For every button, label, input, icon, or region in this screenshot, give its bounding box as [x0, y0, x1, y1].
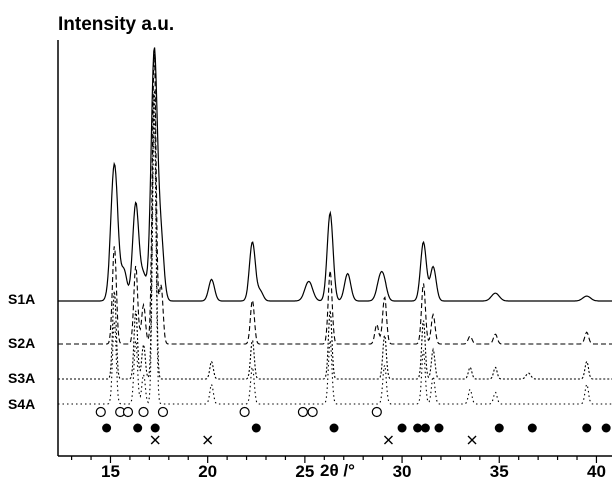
open-circle-marker	[371, 406, 382, 418]
series-label-s2a: S2A	[8, 335, 35, 351]
x-tick-label: 15	[101, 462, 120, 481]
cross-marker	[150, 435, 160, 445]
cross-marker	[203, 435, 213, 445]
filled-circle-marker	[582, 423, 592, 433]
cross-marker	[383, 435, 393, 445]
open-circle-marker	[138, 406, 149, 418]
filled-circle-marker	[413, 423, 423, 433]
filled-circle-marker	[397, 423, 407, 433]
phase-markers	[95, 406, 611, 445]
filled-circle-marker	[434, 423, 444, 433]
x-tick-label: 35	[490, 462, 509, 481]
open-circle-marker	[122, 406, 134, 418]
series-line-s2a	[58, 53, 612, 345]
series-line-s1a	[58, 47, 612, 302]
series-label-s3a: S3A	[8, 370, 35, 386]
filled-circle-marker	[133, 423, 143, 433]
filled-circle-marker	[420, 423, 430, 433]
open-circle-marker	[297, 406, 309, 418]
open-circle-marker	[239, 406, 250, 418]
x-axis-label: 2θ /°	[320, 461, 355, 480]
filled-circle-marker	[150, 423, 160, 433]
x-ticks: 15 20 25 30 35 40	[71, 456, 606, 481]
open-circle-marker	[307, 406, 318, 418]
filled-circle-marker	[251, 423, 261, 433]
series-layer	[58, 47, 612, 405]
series-label-s4a: S4A	[8, 396, 35, 412]
filled-circle-marker	[601, 423, 611, 433]
open-circle-marker	[95, 406, 106, 418]
filled-circle-marker	[329, 423, 339, 433]
series-line-s3a	[58, 90, 612, 380]
filled-circle-marker	[527, 423, 537, 433]
x-tick-label: 40	[587, 462, 606, 481]
series-labels: S1A S2A S3A S4A	[8, 291, 35, 412]
x-tick-label: 25	[295, 462, 314, 481]
open-circle-marker	[157, 406, 169, 418]
filled-circle-marker	[494, 423, 504, 433]
chart-title: Intensity a.u.	[58, 14, 174, 35]
x-tick-label: 20	[198, 462, 217, 481]
x-tick-label: 30	[393, 462, 412, 481]
series-line-s4a	[58, 115, 612, 405]
filled-circle-marker	[102, 423, 112, 433]
cross-marker	[467, 435, 477, 445]
series-label-s1a: S1A	[8, 291, 35, 307]
